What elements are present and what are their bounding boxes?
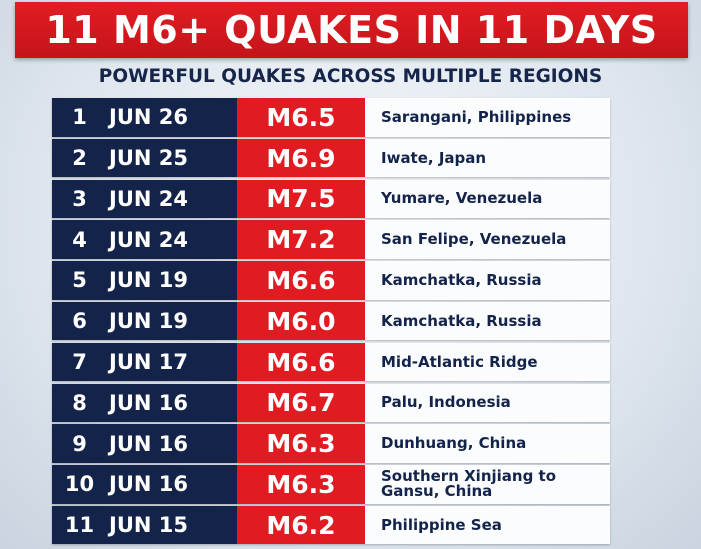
quake-magnitude: M6.3 [237,465,365,504]
quake-number: 11 [52,505,107,545]
quake-date: JUN 16 [107,424,237,463]
quake-number: 4 [52,220,107,259]
quake-date: JUN 19 [107,301,237,341]
quake-date: JUN 25 [107,138,237,178]
table-row: 6 JUN 19 M6.0 Kamchatka, Russia [52,301,610,341]
quake-magnitude: M6.2 [237,505,365,545]
quake-date: JUN 19 [107,261,237,300]
quake-date: JUN 17 [107,342,237,382]
quake-location: Mid-Atlantic Ridge [365,342,610,382]
quake-location: Philippine Sea [365,505,610,545]
quake-location: Yumare, Venezuela [365,179,610,219]
quake-magnitude: M7.5 [237,179,365,219]
title-banner: 11 M6+ QUAKES IN 11 DAYS [15,2,688,58]
quake-magnitude: M6.7 [237,383,365,423]
table-row: 11 JUN 15 M6.2 Philippine Sea [52,505,610,545]
quake-magnitude: M6.3 [237,424,365,463]
quake-location: Dunhuang, China [365,424,610,463]
quake-number: 10 [52,465,107,504]
quake-location: Iwate, Japan [365,138,610,178]
quake-magnitude: M6.5 [237,98,365,137]
quake-date: JUN 24 [107,220,237,259]
quake-number: 6 [52,301,107,341]
quake-number: 9 [52,424,107,463]
quake-location: Kamchatka, Russia [365,261,610,300]
quake-number: 3 [52,179,107,219]
quake-date: JUN 16 [107,383,237,423]
quake-magnitude: M6.6 [237,342,365,382]
quake-number: 8 [52,383,107,423]
quake-number: 1 [52,98,107,137]
quake-table: 1 JUN 26 M6.5 Sarangani, Philippines 2 JUN 25… [52,98,610,547]
quake-magnitude: M6.0 [237,301,365,341]
quake-number: 5 [52,261,107,300]
table-row: 8 JUN 16 M6.7 Palu, Indonesia [52,383,610,423]
quake-number: 7 [52,342,107,382]
quake-number: 2 [52,138,107,178]
quake-location: San Felipe, Venezuela [365,220,610,259]
quake-magnitude: M6.6 [237,261,365,300]
table-row: 7 JUN 17 M6.6 Mid-Atlantic Ridge [52,342,610,382]
table-row: 1 JUN 26 M6.5 Sarangani, Philippines [52,98,610,137]
quake-date: JUN 16 [107,465,237,504]
quake-location: Sarangani, Philippines [365,98,610,137]
table-row: 10 JUN 16 M6.3 Southern Xinjiang to Gansu, … [52,465,610,504]
subtitle: POWERFUL QUAKES ACROSS MULTIPLE REGIONS [98,66,603,87]
table-row: 2 JUN 25 M6.9 Iwate, Japan [52,138,610,178]
table-row: 9 JUN 16 M6.3 Dunhuang, China [52,424,610,463]
quake-magnitude: M6.9 [237,138,365,178]
table-row: 4 JUN 24 M7.2 San Felipe, Venezuela [52,220,610,259]
table-row: 5 JUN 19 M6.6 Kamchatka, Russia [52,261,610,300]
quake-date: JUN 15 [107,505,237,545]
quake-location: Palu, Indonesia [365,383,610,423]
quake-date: JUN 26 [107,98,237,137]
quake-location: Kamchatka, Russia [365,301,610,341]
quake-date: JUN 24 [107,179,237,219]
quake-location: Southern Xinjiang to Gansu, China [365,465,610,504]
table-row: 3 JUN 24 M7.5 Yumare, Venezuela [52,179,610,219]
quake-magnitude: M7.2 [237,220,365,259]
